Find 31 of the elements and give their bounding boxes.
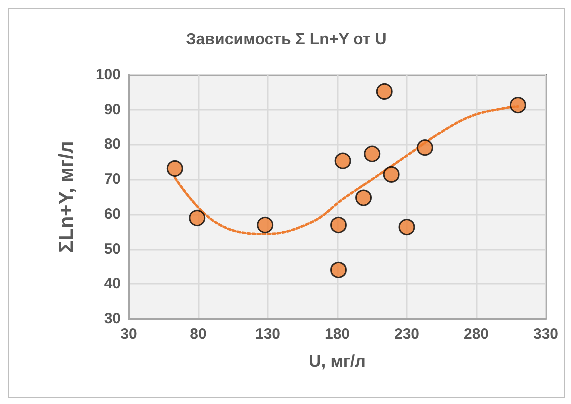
x-tick-label: 30: [120, 326, 138, 343]
x-tick-label: 280: [464, 326, 490, 343]
point: [383, 166, 400, 183]
x-axis-title: U, мг/л: [309, 352, 366, 371]
point: [376, 83, 393, 100]
x-tick-label: 80: [190, 326, 207, 343]
point: [398, 219, 416, 236]
point: [330, 216, 347, 234]
point: [510, 97, 526, 114]
y-tick-label: 80: [104, 136, 121, 154]
y-tick-label: 90: [104, 101, 121, 118]
point: [189, 210, 206, 227]
y-tick-label: 60: [104, 206, 121, 223]
point: [416, 140, 434, 156]
chart-title: Зависимость Σ Ln+Y от U: [186, 32, 387, 48]
point: [257, 216, 274, 234]
x-tick-label: 230: [394, 326, 420, 343]
point: [334, 152, 352, 170]
point: [330, 262, 347, 278]
y-tick-label: 30: [104, 310, 121, 328]
y-tick-label: 100: [96, 66, 121, 84]
y-tick-label: 40: [104, 276, 121, 293]
point: [356, 190, 372, 206]
x-tick-label: 330: [533, 326, 559, 343]
x-tick-label: 180: [324, 326, 350, 343]
point: [166, 160, 184, 178]
y-tick-label: 50: [104, 240, 121, 258]
y-axis-title: ΣLn+Y, мг/л: [56, 141, 78, 253]
x-tick-label: 130: [255, 326, 281, 343]
point: [364, 146, 381, 162]
y-tick-label: 70: [104, 171, 121, 188]
